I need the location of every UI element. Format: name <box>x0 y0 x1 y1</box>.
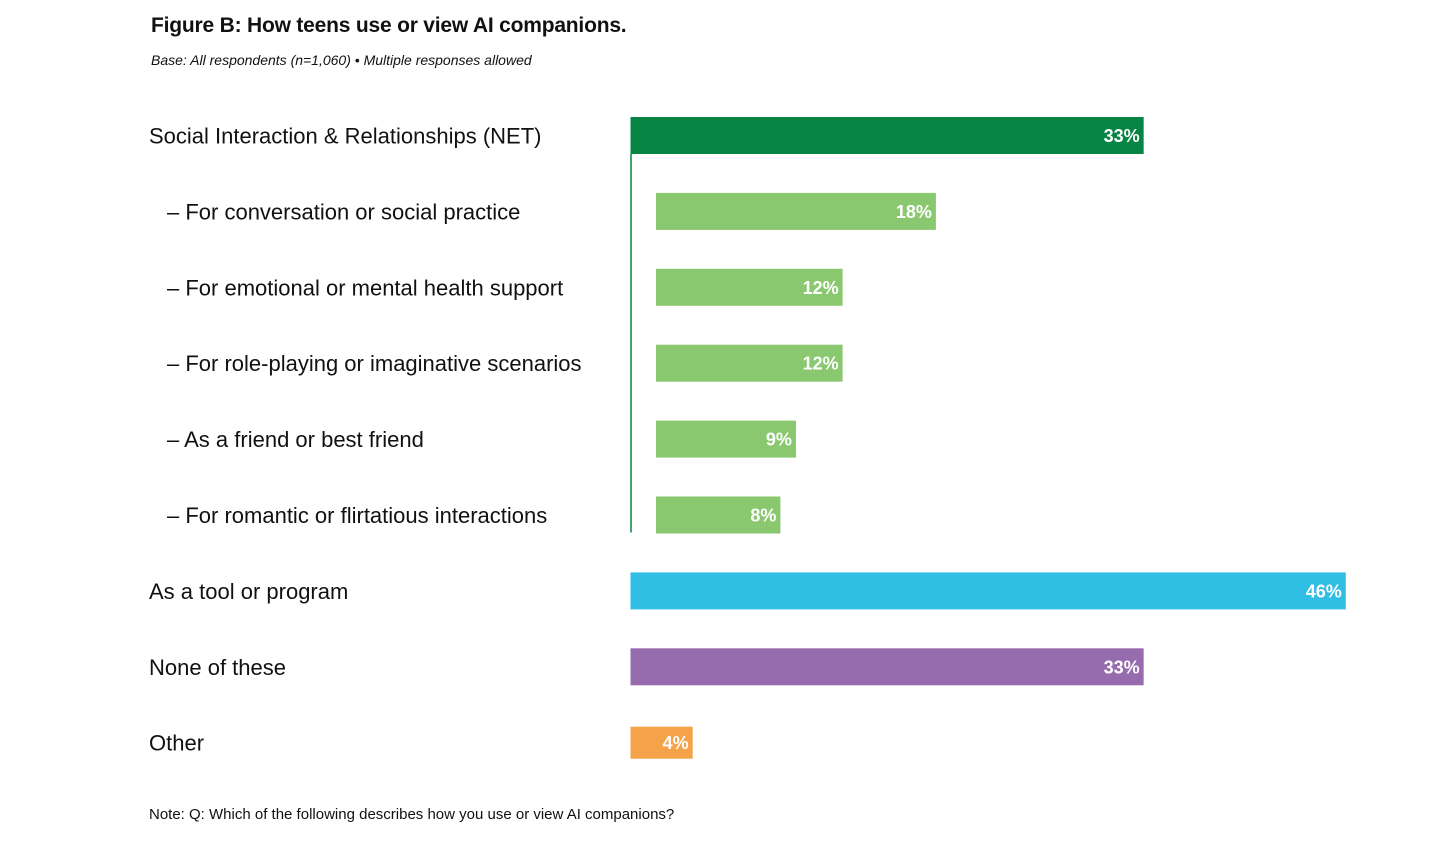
category-label: – For conversation or social practice <box>167 199 520 224</box>
data-label: 12% <box>803 354 839 374</box>
bar <box>656 192 936 230</box>
chart-title: Figure B: How teens use or view AI compa… <box>151 14 627 37</box>
data-label: 33% <box>1104 657 1140 677</box>
chart-subtitle: Base: All respondents (n=1,060) • Multip… <box>151 52 532 68</box>
data-label: 12% <box>803 278 839 298</box>
category-label: – For emotional or mental health support <box>167 275 563 300</box>
bar <box>656 420 796 458</box>
bar <box>656 496 781 534</box>
bar <box>630 648 1144 686</box>
bar <box>630 572 1346 610</box>
data-label: 33% <box>1104 126 1140 146</box>
category-label: – For romantic or flirtatious interactio… <box>167 503 547 528</box>
data-label: 4% <box>663 733 689 753</box>
category-label: Other <box>149 731 204 756</box>
category-label: As a tool or program <box>149 579 348 604</box>
bar <box>656 268 843 306</box>
data-label: 8% <box>750 506 776 526</box>
data-label: 46% <box>1306 581 1342 601</box>
category-label: – As a friend or best friend <box>167 427 424 452</box>
data-label: 18% <box>896 202 932 222</box>
category-label: None of these <box>149 655 286 680</box>
category-label: – For role-playing or imaginative scenar… <box>167 351 582 376</box>
chart-note: Note: Q: Which of the following describe… <box>149 806 675 823</box>
bar <box>656 344 843 382</box>
bar <box>630 117 1144 154</box>
category-label: Social Interaction & Relationships (NET) <box>149 124 542 149</box>
data-label: 9% <box>766 430 792 450</box>
bar <box>630 726 693 759</box>
